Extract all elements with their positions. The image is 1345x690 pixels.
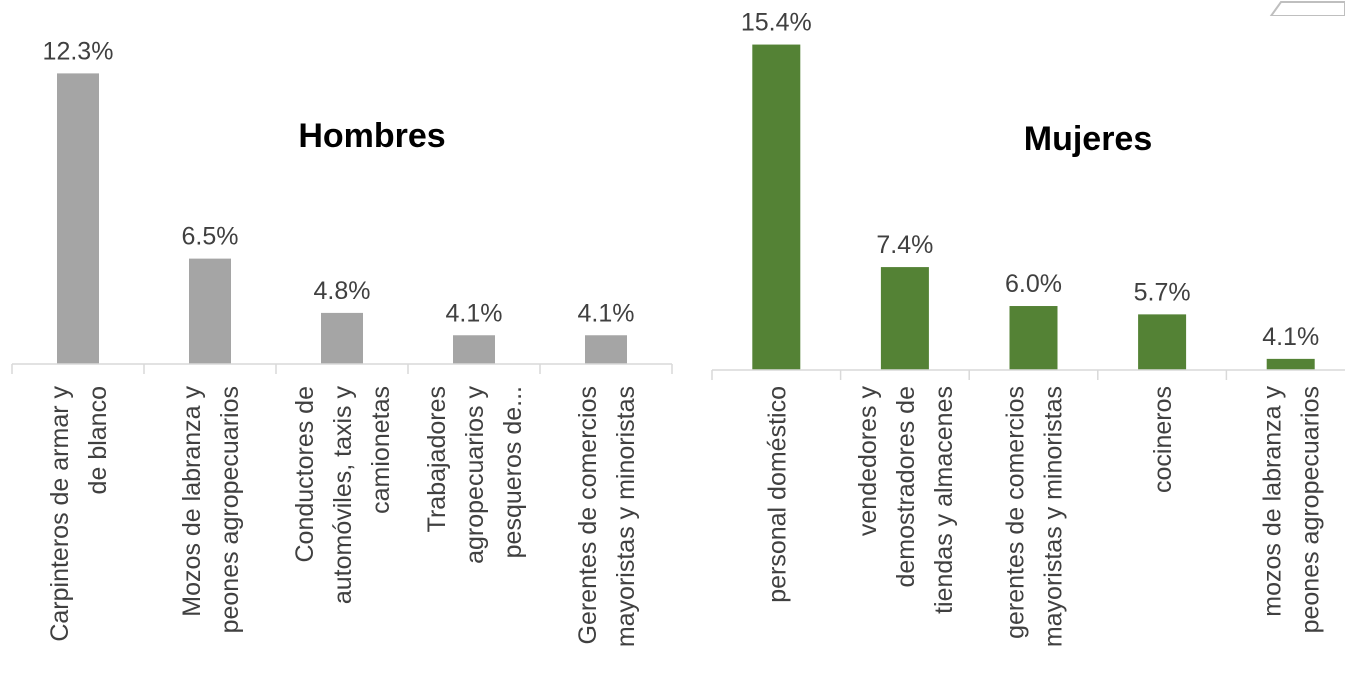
chart-title: Hombres	[298, 117, 445, 155]
chart-mujeres: Mujeres 15.4% 7.4% 6.0% 5.7% 4.1% personal dom…	[711, 9, 1345, 647]
bar	[1009, 306, 1058, 370]
bar	[1138, 314, 1187, 370]
category-label: gerentes de comercios mayoristas y minori…	[1002, 386, 1068, 647]
category-label-line: mozos de labranza y	[1259, 386, 1287, 617]
bar	[752, 44, 801, 371]
category-label-line: peones agropecuarios	[216, 386, 244, 633]
category-label-line: Gerentes de comercios	[574, 386, 602, 644]
category-label-line: gerentes de comercios	[1002, 386, 1030, 639]
category-label-line: demostradores de	[892, 386, 920, 588]
category-label-line: Mozos de labranza y	[178, 386, 206, 617]
category-label: mozos de labranza y peones agropecuarios	[1259, 386, 1325, 634]
category-label-line: Trabajadores	[423, 386, 451, 532]
category-label: cocineros	[1149, 386, 1177, 493]
category-label-line: peones agropecuarios	[1297, 386, 1325, 633]
data-label: 4.1%	[1262, 323, 1319, 351]
data-label: 12.3%	[43, 37, 114, 65]
chart-hombres: Hombres 12.3% 6.5% 4.8% 4.1% 4.1% Carpinteros …	[11, 37, 673, 647]
category-label-line: agropecuarios y	[461, 386, 489, 564]
data-label: 15.4%	[741, 9, 812, 37]
bar	[585, 335, 627, 364]
category-label: personal doméstico	[763, 386, 791, 603]
category-label: Carpinteros de armar y de blanco	[46, 386, 112, 642]
category-label-line: automóviles, taxis y	[329, 386, 357, 605]
bar	[453, 335, 495, 364]
category-label-line: camionetas	[367, 386, 395, 514]
category-label-line: de blanco	[84, 386, 112, 494]
category-label-line: tiendas y almacenes	[930, 386, 958, 614]
category-label-line: Conductores de	[291, 386, 319, 563]
category-label: Mozos de labranza y peones agropecuarios	[178, 386, 244, 634]
bar	[880, 267, 929, 370]
category-label-line: pesqueros de...	[499, 386, 527, 558]
category-label-line: Carpinteros de armar y	[46, 386, 74, 642]
data-label: 4.1%	[578, 299, 635, 327]
bar	[1266, 358, 1315, 370]
data-label: 7.4%	[876, 231, 933, 259]
category-label-line: cocineros	[1149, 386, 1177, 493]
bar	[189, 258, 231, 364]
category-label-line: mayoristas y minoristas	[612, 386, 640, 647]
category-label: vendedores y demostradores de tiendas y al…	[854, 386, 958, 614]
chart-title: Mujeres	[1024, 120, 1153, 158]
data-label: 6.0%	[1005, 270, 1062, 298]
data-label: 5.7%	[1134, 278, 1191, 306]
category-label: Gerentes de comercios mayoristas y minori…	[574, 386, 640, 647]
category-label-line: personal doméstico	[763, 386, 791, 603]
data-label: 4.1%	[446, 299, 503, 327]
category-label: Conductores de automóviles, taxis y camion…	[291, 386, 395, 605]
category-label: Trabajadores agropecuarios y pesqueros de.…	[423, 386, 527, 564]
bar	[57, 73, 99, 365]
data-label: 6.5%	[182, 223, 239, 251]
bar	[321, 312, 363, 364]
corner-tab-icon	[1269, 0, 1345, 16]
data-label: 4.8%	[314, 277, 371, 305]
category-label-line: vendedores y	[854, 386, 882, 537]
category-label-line: mayoristas y minoristas	[1040, 386, 1068, 647]
